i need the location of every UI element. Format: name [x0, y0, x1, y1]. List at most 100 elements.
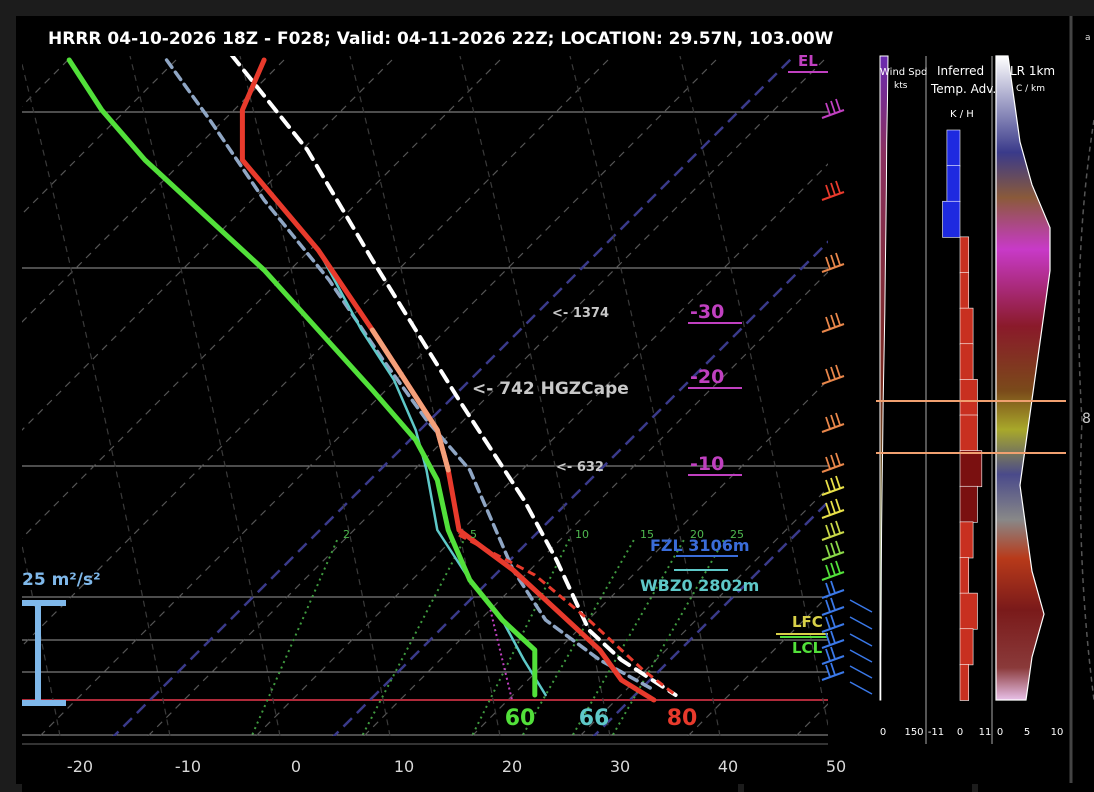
isotherm-line [255, 163, 828, 736]
hodograph-ring [1078, 119, 1094, 701]
x-tick-label: 20 [502, 757, 522, 776]
advection-bar [946, 165, 961, 203]
lapse-panel-title: LR 1km [1010, 64, 1055, 78]
wind-barb [821, 580, 873, 613]
wind-barb [821, 364, 845, 385]
bottom-strip-left [22, 783, 738, 792]
wind-barb [821, 540, 845, 561]
advection-bar [959, 450, 983, 488]
mixing-ratio-line [521, 537, 636, 736]
lapse-rate-panel: LR 1km C / km 0 5 10 [876, 55, 1066, 738]
advection-panel-tick: 11 [979, 727, 992, 738]
hodograph-panel [1072, 16, 1094, 784]
mixing-ratio-line [360, 537, 466, 736]
surface-value-66: 66 [579, 706, 610, 731]
mixing-ratio-label: 20 [690, 528, 704, 541]
adiabat-line [679, 56, 828, 729]
isotherm-line [22, 56, 613, 647]
bottom-strip-right [978, 783, 1094, 792]
advection-bar [959, 557, 970, 594]
wet-bulb-line [316, 248, 547, 697]
surface-value-80: 80 [667, 706, 698, 731]
bottom-strip-mid [744, 783, 972, 792]
wind-barb [821, 252, 845, 273]
advection-panel-tick: -11 [928, 727, 944, 738]
wind-panel-tick: 150 [904, 727, 923, 738]
x-tick-label: 30 [610, 757, 630, 776]
wbz0-label: WBZ0 2802m [640, 576, 759, 595]
advection-panel-title-2: Temp. Adv. [930, 82, 996, 96]
adiabat-line [22, 61, 171, 736]
advection-bar [942, 200, 961, 238]
cape-label-632: <- 632 [556, 460, 604, 475]
advection-panel-title: Inferred [937, 64, 984, 78]
el-label: EL [798, 52, 818, 70]
mixing-ratio-line [571, 537, 686, 736]
advection-panel-tick: 0 [957, 727, 963, 738]
mixing-ratio-label: 2 [343, 528, 350, 541]
mixing-ratio-line [611, 537, 726, 736]
wind-speed-area [879, 55, 889, 701]
wind-barb [821, 180, 845, 201]
isotherm-label-m10: -10 [690, 453, 724, 475]
advection-bar [959, 272, 970, 309]
adiabat-line [129, 56, 281, 736]
highlight-isotherm [332, 240, 828, 736]
skew-t-plot: 2 5 10 15 20 25<- 1374<- 742 HGZCape<- 632-30… [22, 52, 846, 776]
isotherm-line [687, 595, 828, 736]
isotherm-line [147, 56, 828, 736]
lapse-panel-unit: C / km [1016, 84, 1045, 94]
advection-panel-unit: K / H [950, 109, 974, 120]
hgz-cape-label: <- 742 HGZCape [472, 379, 629, 399]
wind-barb [821, 646, 873, 679]
virtual-temperature-line [164, 58, 656, 692]
x-tick-label: -10 [175, 757, 201, 776]
wind-barb [821, 597, 873, 630]
wind-barb [821, 452, 845, 473]
advection-bar [959, 343, 974, 381]
x-tick-label: -20 [67, 757, 93, 776]
wind-barb [821, 412, 845, 433]
adiabat-line [239, 56, 391, 736]
fzl-label: FZL 3106m [650, 536, 750, 555]
wind-barb [821, 630, 873, 663]
cape-label-1374: <- 1374 [552, 306, 609, 321]
magenta-dotted-line [487, 599, 513, 701]
mixing-ratio-label: 25 [730, 528, 744, 541]
wind-barbs [821, 98, 873, 695]
advection-bar [959, 664, 970, 701]
surface-value-60: 60 [505, 706, 536, 731]
wind-panel-unit: kts [894, 81, 908, 91]
lapse-rate-area [995, 55, 1051, 701]
wind-barb [821, 498, 845, 519]
lapse-panel-tick: 10 [1051, 727, 1064, 738]
advection-bar [959, 521, 974, 559]
isotherm-line [579, 487, 828, 736]
x-tick-label: 10 [394, 757, 414, 776]
hgz-temperature-segment [369, 327, 451, 473]
isotherm-label-m20: -20 [690, 366, 724, 388]
lapse-panel-tick: 0 [997, 727, 1003, 738]
wind-barb [821, 614, 873, 647]
page-title: HRRR 04-10-2026 18Z - F028; Valid: 04-11… [48, 29, 834, 49]
parcel-line [229, 56, 678, 697]
hodograph-ring-label: 8 [1082, 411, 1091, 427]
advection-bar [959, 236, 970, 274]
dewpoint-line [66, 57, 538, 698]
wind-barb [821, 98, 845, 119]
advection-bar [959, 307, 974, 345]
adiabat-line [569, 56, 721, 736]
x-tick-label: 40 [718, 757, 738, 776]
advection-bar [946, 129, 961, 167]
hodograph-corner-label: a [1085, 33, 1091, 43]
mixing-ratio-label: 15 [640, 528, 654, 541]
wind-barb [821, 312, 845, 333]
wind-barb [821, 520, 845, 541]
wind-panel-title: Wind Spd [880, 67, 927, 78]
mixing-ratio-line [470, 537, 571, 736]
adiabat-line [22, 542, 61, 736]
lcl-label: LCL [792, 639, 823, 657]
surface-parcel-line [458, 533, 677, 697]
isotherm-line [39, 56, 721, 736]
